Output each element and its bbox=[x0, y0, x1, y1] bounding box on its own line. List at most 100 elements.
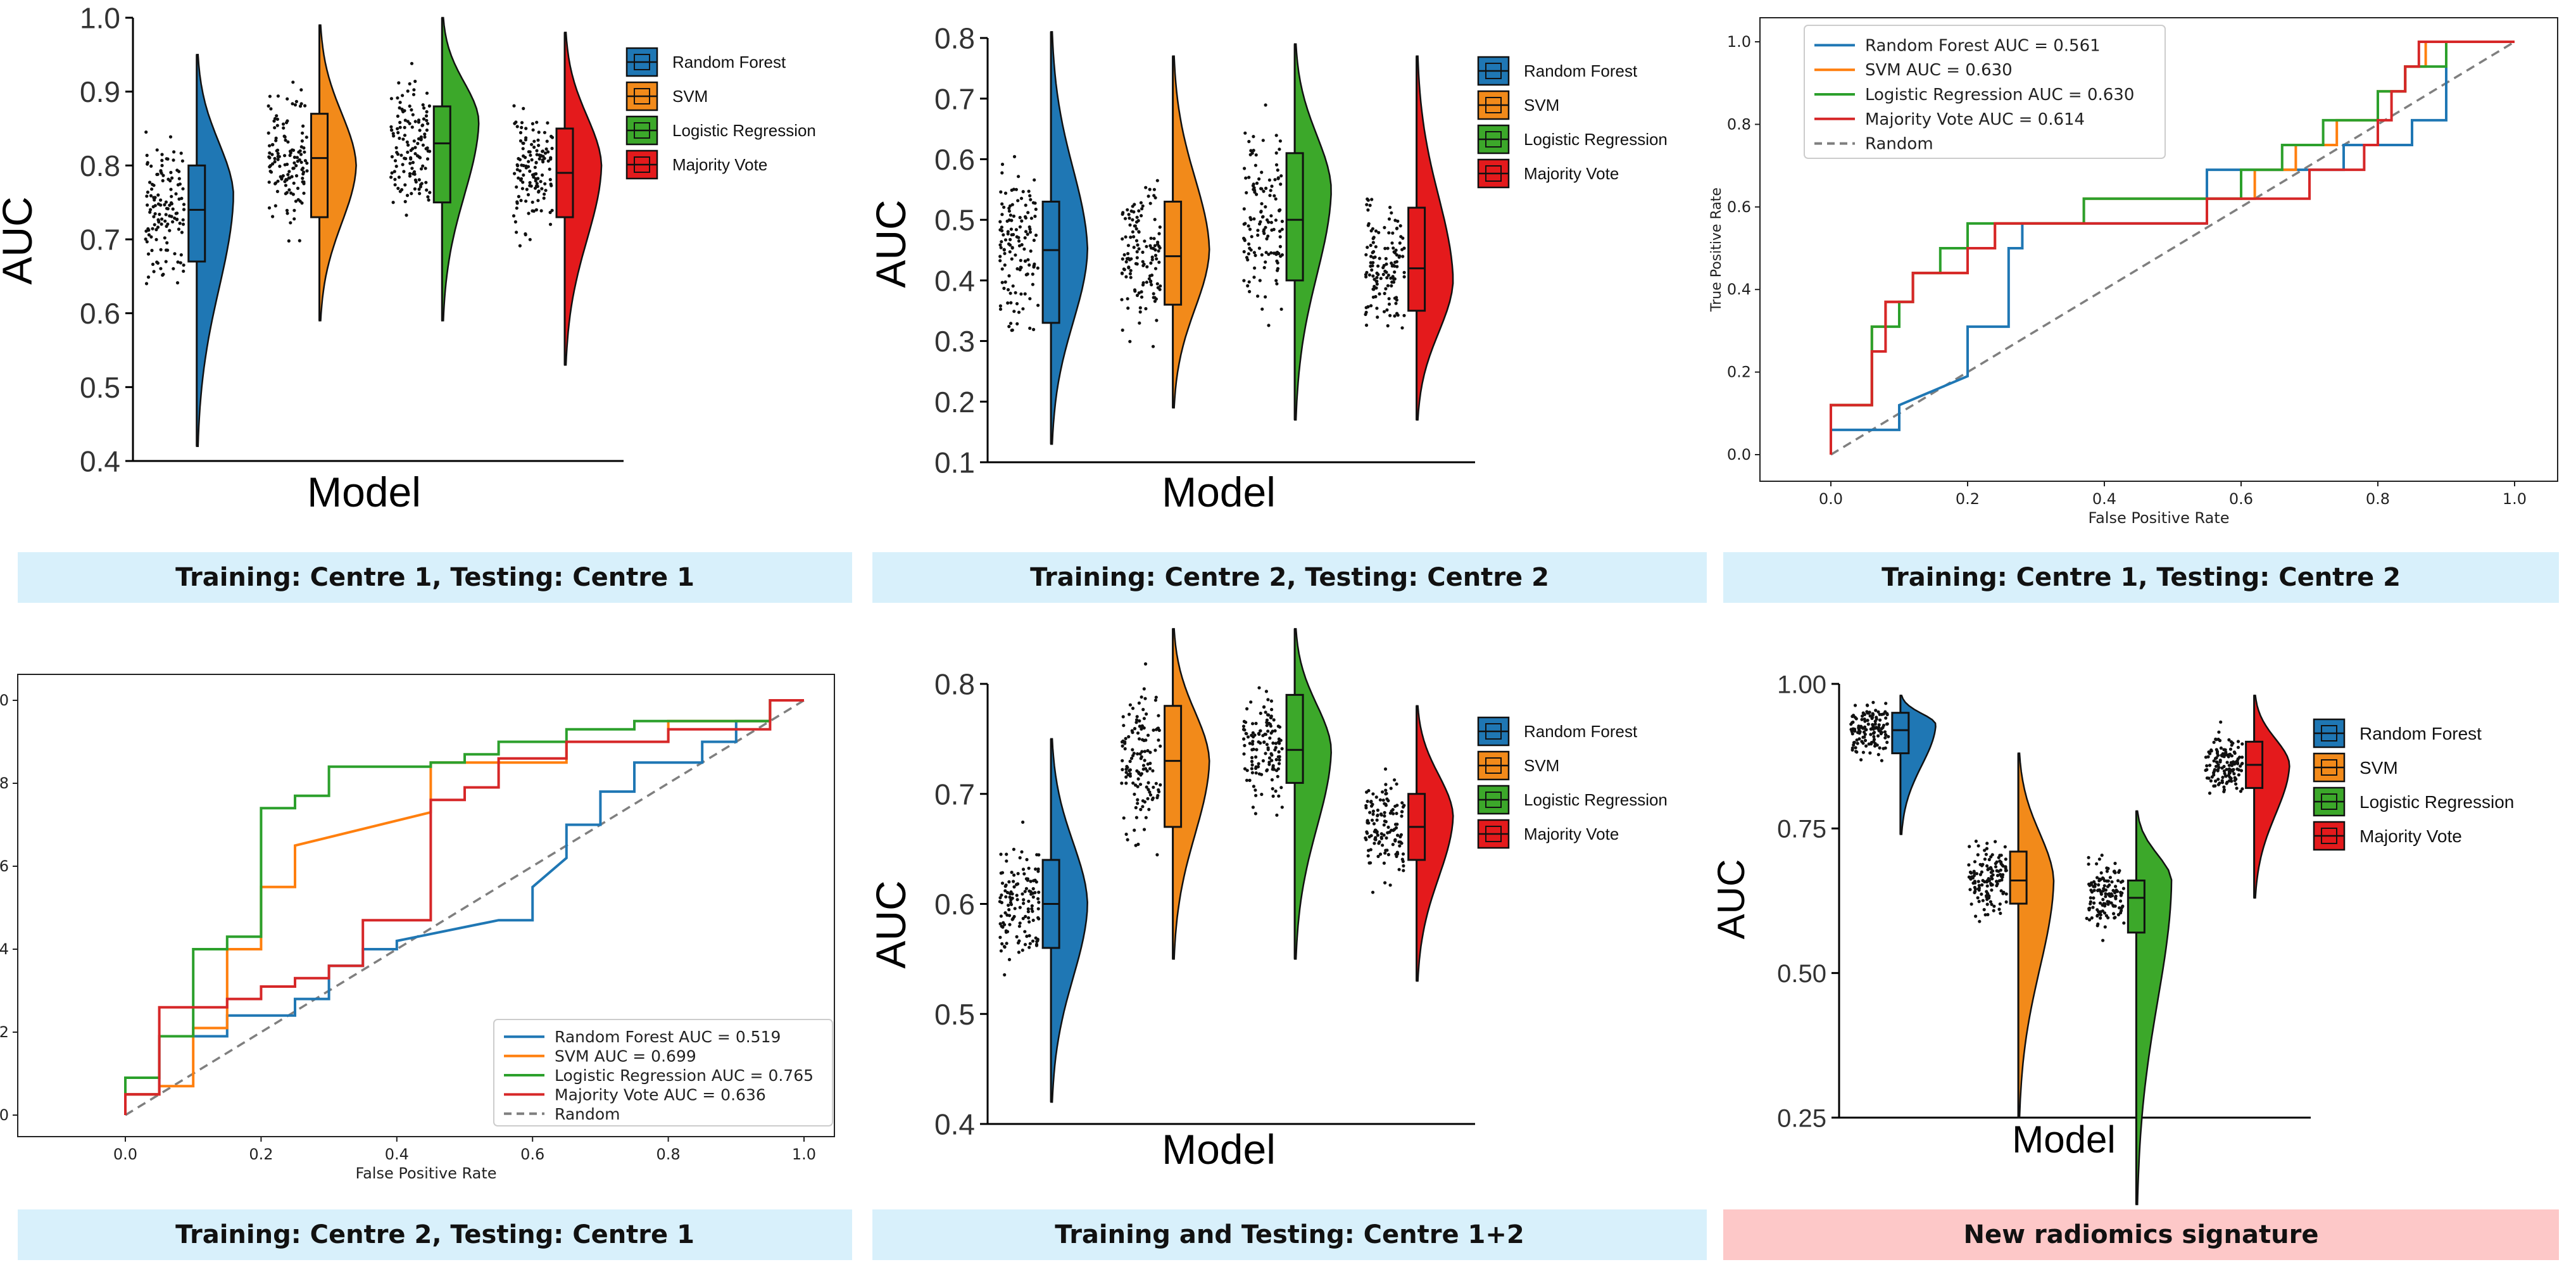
data-point bbox=[1142, 717, 1146, 721]
data-point bbox=[1375, 282, 1379, 286]
data-point bbox=[1278, 148, 1281, 151]
data-point bbox=[180, 230, 184, 234]
data-point bbox=[1141, 283, 1145, 287]
data-point bbox=[1148, 244, 1152, 248]
legend-label: Random Forest bbox=[672, 53, 786, 72]
data-point bbox=[1136, 777, 1140, 781]
data-point bbox=[1977, 886, 1981, 890]
data-point bbox=[1014, 228, 1018, 232]
data-point bbox=[1002, 205, 1006, 209]
y-tick-label: 0.3 bbox=[934, 325, 975, 358]
data-point bbox=[1025, 857, 1029, 862]
data-point bbox=[393, 159, 398, 163]
data-point bbox=[1157, 249, 1160, 253]
data-point bbox=[1124, 771, 1128, 774]
data-point bbox=[1253, 163, 1257, 167]
data-point bbox=[1983, 880, 1987, 884]
data-point bbox=[1036, 907, 1040, 911]
data-point bbox=[998, 220, 1002, 224]
data-point bbox=[1159, 284, 1162, 288]
data-point bbox=[2092, 880, 2096, 884]
data-point bbox=[405, 140, 409, 144]
data-point bbox=[1018, 225, 1022, 229]
y-axis-label: AUC bbox=[0, 196, 41, 284]
data-point bbox=[2231, 741, 2235, 745]
data-point bbox=[1157, 260, 1161, 264]
data-point bbox=[1157, 738, 1160, 742]
data-point bbox=[1876, 753, 1880, 757]
legend-label: Random Forest bbox=[2359, 724, 2482, 743]
data-point bbox=[1875, 717, 1878, 721]
data-point bbox=[533, 165, 537, 169]
data-point bbox=[175, 217, 179, 221]
data-point bbox=[550, 136, 555, 139]
data-point bbox=[1026, 272, 1029, 276]
data-point bbox=[539, 209, 543, 213]
data-point bbox=[1278, 139, 1282, 143]
data-point bbox=[2114, 885, 2118, 888]
data-point bbox=[267, 104, 270, 108]
data-point bbox=[1250, 235, 1253, 239]
data-point bbox=[2092, 901, 2096, 905]
data-point bbox=[2222, 788, 2227, 792]
x-axis-label: False Positive Rate bbox=[2088, 509, 2229, 527]
data-point bbox=[1395, 812, 1398, 816]
data-point bbox=[1869, 727, 1873, 731]
data-point bbox=[1154, 297, 1158, 301]
data-point bbox=[1985, 847, 1989, 850]
data-point bbox=[1245, 707, 1249, 710]
data-point bbox=[546, 121, 550, 125]
data-point bbox=[2218, 760, 2222, 764]
data-point bbox=[163, 236, 166, 240]
data-point bbox=[1402, 804, 1406, 807]
data-point bbox=[1247, 224, 1250, 228]
data-point bbox=[2224, 774, 2228, 778]
data-point bbox=[2220, 779, 2224, 783]
data-point bbox=[1126, 306, 1130, 310]
data-point bbox=[1251, 805, 1255, 809]
data-point bbox=[1378, 852, 1383, 856]
data-point bbox=[1265, 743, 1269, 747]
data-point bbox=[999, 914, 1003, 918]
data-point bbox=[1261, 759, 1265, 763]
data-point bbox=[1024, 259, 1027, 263]
data-point bbox=[287, 176, 292, 180]
data-point bbox=[1280, 747, 1284, 750]
data-point bbox=[410, 125, 414, 129]
data-point bbox=[1381, 798, 1385, 802]
data-point bbox=[1132, 752, 1136, 755]
data-point bbox=[1007, 957, 1012, 961]
caption-centre1-centre2: Training: Centre 1, Testing: Centre 2 bbox=[1723, 552, 2559, 603]
data-point bbox=[1266, 698, 1270, 702]
data-point bbox=[1262, 740, 1266, 744]
data-point bbox=[2004, 900, 2008, 904]
data-point bbox=[149, 164, 153, 168]
data-point bbox=[1141, 260, 1145, 263]
data-point bbox=[1147, 788, 1150, 792]
data-point bbox=[2114, 897, 2118, 900]
data-point bbox=[274, 139, 278, 142]
data-point bbox=[1397, 840, 1401, 844]
data-point bbox=[1381, 266, 1385, 270]
data-point bbox=[2102, 884, 2106, 888]
data-point bbox=[1274, 218, 1278, 222]
data-point bbox=[1983, 913, 1987, 917]
data-point bbox=[1243, 167, 1247, 170]
data-point bbox=[1251, 740, 1255, 743]
data-point bbox=[1031, 282, 1034, 286]
data-point bbox=[1015, 935, 1019, 938]
data-point bbox=[2227, 767, 2231, 771]
data-point bbox=[1028, 194, 1032, 198]
data-point bbox=[1146, 748, 1150, 753]
data-point bbox=[1019, 265, 1022, 269]
data-point bbox=[2216, 778, 2220, 781]
data-point bbox=[532, 172, 536, 176]
data-point bbox=[1371, 890, 1375, 894]
data-point bbox=[180, 196, 184, 200]
data-point bbox=[1134, 721, 1138, 724]
y-axis-label: AUC bbox=[867, 880, 914, 968]
data-point bbox=[1999, 860, 2003, 864]
data-point bbox=[296, 160, 299, 163]
data-point bbox=[2207, 776, 2211, 780]
data-point bbox=[1019, 292, 1023, 296]
